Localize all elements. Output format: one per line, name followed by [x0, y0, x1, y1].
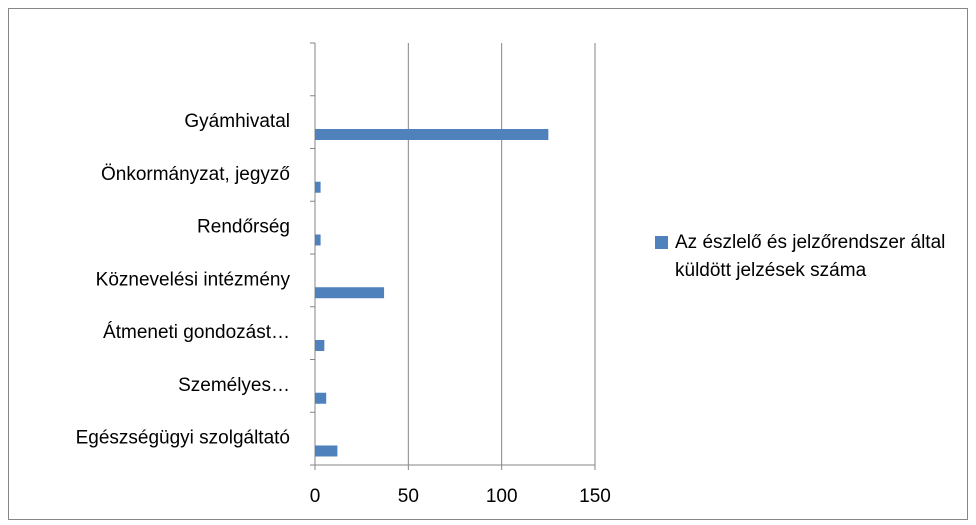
- legend-label: Az észlelő és jelzőrendszer által küldöt…: [675, 232, 946, 281]
- bar: [315, 128, 549, 140]
- bar: [315, 392, 327, 404]
- y-tick-label: Gyámhivatal: [184, 111, 290, 132]
- bar: [315, 339, 325, 351]
- y-tick-label: Rendőrség: [197, 217, 290, 238]
- y-tick-label: Személyes…: [178, 375, 290, 396]
- y-tick-label: Köznevelési intézmény: [96, 269, 291, 290]
- x-tick-label: 100: [486, 486, 518, 507]
- bar: [315, 287, 385, 299]
- y-tick-label: Egészségügyi szolgáltató: [76, 428, 290, 449]
- legend: Az észlelő és jelzőrendszer által küldöt…: [655, 229, 965, 285]
- x-tick-label: 50: [398, 486, 419, 507]
- chart-border: [8, 8, 968, 520]
- y-tick-label: Átmeneti gondozást…: [103, 322, 290, 343]
- legend-swatch: [655, 236, 668, 249]
- bar: [315, 445, 338, 457]
- x-tick-label: 0: [310, 486, 321, 507]
- y-tick-label: Önkormányzat, jegyző: [101, 164, 290, 185]
- bar: [315, 181, 321, 193]
- x-tick-label: 150: [579, 486, 611, 507]
- bar: [315, 234, 321, 246]
